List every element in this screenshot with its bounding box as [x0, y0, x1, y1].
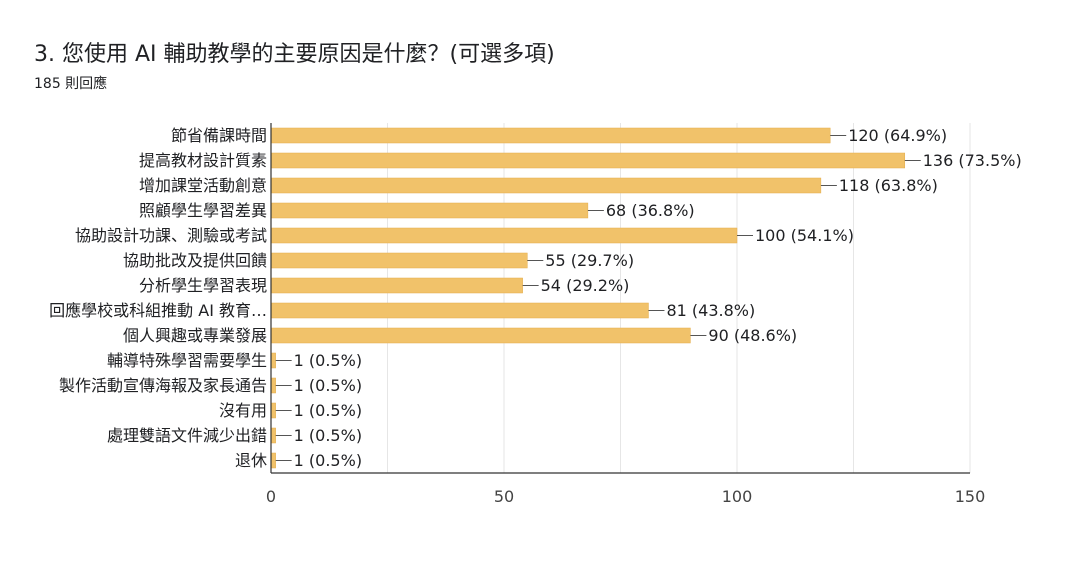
bar: [270, 202, 589, 219]
category-label: 處理雙語文件減少出錯: [107, 426, 267, 445]
x-tick-label: 150: [955, 487, 986, 506]
bar: [270, 327, 691, 344]
data-label: 1 (0.5%): [294, 351, 362, 370]
data-label: 1 (0.5%): [294, 451, 362, 470]
category-label: 分析學生學習表現: [139, 276, 267, 295]
category-label: 製作活動宣傳海報及家長通告: [59, 376, 267, 395]
data-label: 100 (54.1%): [755, 226, 854, 245]
x-tick-label: 0: [266, 487, 276, 506]
data-label: 118 (63.8%): [839, 176, 938, 195]
response-count: 185 則回應: [34, 76, 108, 92]
bar: [270, 402, 276, 419]
bar: [270, 377, 276, 394]
x-tick-label: 100: [722, 487, 753, 506]
category-label: 增加課堂活動創意: [139, 176, 267, 195]
bar: [270, 152, 906, 169]
bar: [270, 302, 649, 319]
category-label: 照顧學生學習差異: [139, 201, 267, 220]
bar: [270, 352, 276, 369]
data-label: 1 (0.5%): [294, 376, 362, 395]
data-label: 90 (48.6%): [708, 326, 797, 345]
category-label: 個人興趣或專業發展: [123, 326, 267, 345]
category-label: 退休: [235, 451, 267, 470]
data-label: 1 (0.5%): [294, 401, 362, 420]
data-label: 136 (73.5%): [923, 151, 1022, 170]
category-label: 協助批改及提供回饋: [123, 251, 267, 270]
category-label: 提高教材設計質素: [139, 151, 267, 170]
bar: [270, 427, 276, 444]
bar: [270, 252, 528, 269]
data-label: 81 (43.8%): [666, 301, 755, 320]
category-label: 節省備課時間: [171, 126, 267, 145]
data-label: 120 (64.9%): [848, 126, 947, 145]
data-label: 55 (29.7%): [545, 251, 634, 270]
bar: [270, 177, 822, 194]
x-tick-label: 50: [494, 487, 514, 506]
bar: [270, 227, 738, 244]
bar: [270, 277, 523, 294]
data-label: 54 (29.2%): [541, 276, 630, 295]
data-label: 68 (36.8%): [606, 201, 695, 220]
data-label: 1 (0.5%): [294, 426, 362, 445]
bar: [270, 452, 276, 469]
category-label: 回應學校或科組推動 AI 教育…: [49, 301, 267, 320]
bar: [270, 127, 831, 144]
category-label: 沒有用: [219, 401, 267, 420]
category-label: 協助設計功課、測驗或考試: [75, 226, 267, 245]
chart-title: 3. 您使用 AI 輔助教學的主要原因是什麼？(可選多項): [34, 42, 555, 67]
category-label: 輔導特殊學習需要學生: [107, 351, 267, 370]
